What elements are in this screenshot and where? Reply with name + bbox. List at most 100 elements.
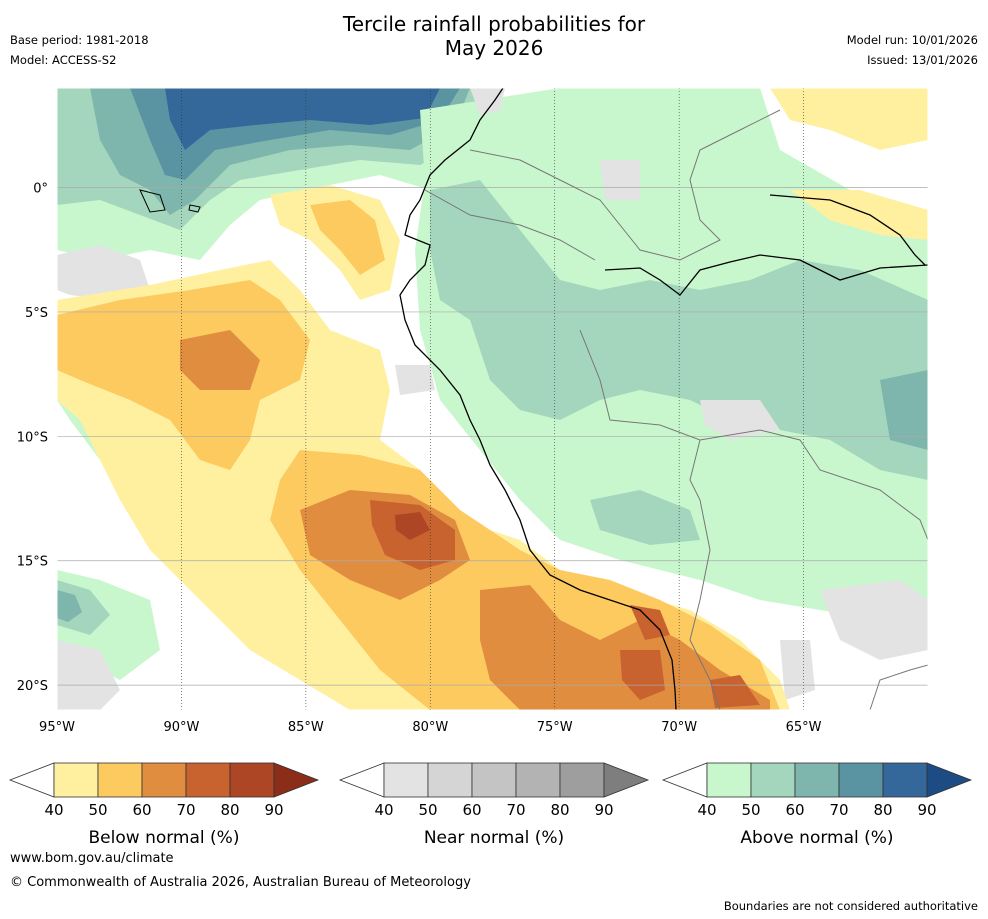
near-normal-region <box>820 580 928 660</box>
colorbar-tick: 40 <box>44 801 63 819</box>
above-normal-region <box>590 490 700 545</box>
colorbar-tick: 80 <box>220 801 239 819</box>
colorbars: 40 50 60 70 80 90 Below normal (%) 40 50 60 70 80 90… <box>8 762 973 848</box>
map-lines <box>139 88 928 710</box>
latitude-label: 20°S <box>17 679 48 694</box>
below-normal-region <box>790 190 928 240</box>
galapagos-island <box>139 189 166 213</box>
latitude-labels: 0° 5°S 10°S 15°S 20°S <box>17 182 48 695</box>
colorbar-tick: 50 <box>88 801 107 819</box>
near-normal-region <box>470 88 505 115</box>
colorbar-title: Near normal (%) <box>424 828 564 848</box>
colorbar-segment <box>559 762 605 798</box>
galapagos-island <box>188 204 201 213</box>
colorbar-tick: 40 <box>374 801 393 819</box>
longitude-label: 85°W <box>288 720 324 735</box>
model-name: Model: ACCESS-S2 <box>10 53 117 67</box>
colorbar-2: 40 50 60 70 80 90 Near normal (%) <box>338 762 650 848</box>
latitude-label: 10°S <box>17 430 48 445</box>
colorbar-extend-high <box>603 762 650 798</box>
below-normal-region <box>710 675 760 708</box>
longitude-label: 65°W <box>786 720 822 735</box>
colorbar-tick: 70 <box>176 801 195 819</box>
colorbar-segment <box>750 762 796 798</box>
colorbar-segment <box>97 762 143 798</box>
colorbar-extend-high <box>926 762 973 798</box>
website-text: www.bom.gov.au/climate <box>10 851 174 866</box>
below-normal-region <box>770 88 928 150</box>
colorbar-segment <box>706 762 752 798</box>
colorbar-tick: 60 <box>132 801 151 819</box>
river-north <box>769 194 926 266</box>
issued-date: Issued: 13/01/2026 <box>867 53 978 67</box>
above-normal-region <box>57 590 82 622</box>
coastline <box>399 88 677 710</box>
below-normal-region <box>180 330 260 390</box>
colorbar-extend-low <box>338 762 385 798</box>
title-line-1: Tercile rainfall probabilities for <box>342 12 646 36</box>
colorbar-segment <box>427 762 473 798</box>
colorbar-extend-low <box>8 762 55 798</box>
model-run: Model run: 10/01/2026 <box>846 33 978 47</box>
below-normal-region <box>395 512 430 540</box>
country-border <box>424 189 596 261</box>
base-period: Base period: 1981-2018 <box>10 33 149 47</box>
above-normal-region <box>165 88 440 150</box>
meta-left: Base period: 1981-2018 Model: ACCESS-S2 <box>10 30 149 70</box>
colorbar-1: 40 50 60 70 80 90 Below normal (%) <box>8 762 320 848</box>
colorbar-segment <box>141 762 187 798</box>
country-border <box>579 329 928 541</box>
near-normal-region <box>395 365 435 395</box>
colorbar-segment <box>794 762 840 798</box>
below-normal-region <box>620 650 665 700</box>
country-border <box>689 439 721 710</box>
colorbar-segment <box>185 762 231 798</box>
disclaimer-text: Boundaries are not considered authoritat… <box>723 899 978 913</box>
probability-field <box>57 88 928 710</box>
colorbar-tick: 70 <box>506 801 525 819</box>
colorbar-segment <box>838 762 884 798</box>
colorbar-segment <box>471 762 517 798</box>
longitude-label: 95°W <box>39 720 75 735</box>
colorbar-tick: 60 <box>785 801 804 819</box>
near-normal-region <box>600 160 640 200</box>
near-normal-region <box>57 640 120 710</box>
page-title: Tercile rainfall probabilities for May 2… <box>0 12 988 60</box>
longitude-label: 80°W <box>412 720 448 735</box>
colorbar-extend-high <box>273 762 320 798</box>
meta-right: Model run: 10/01/2026 Issued: 13/01/2026 <box>847 30 978 70</box>
map-grid <box>56 88 928 710</box>
below-normal-region <box>57 280 310 470</box>
below-normal-region <box>480 585 770 710</box>
map-frame <box>56 87 929 711</box>
latitude-label: 0° <box>33 182 48 197</box>
above-normal-region <box>880 370 928 450</box>
near-normal-region <box>57 245 150 300</box>
colorbar-tick: 80 <box>873 801 892 819</box>
colorbar-3: 40 50 60 70 80 90 Above normal (%) <box>661 762 973 848</box>
below-normal-region <box>310 200 385 275</box>
colorbar-tick: 90 <box>917 801 936 819</box>
latitude-label: 5°S <box>25 306 48 321</box>
above-normal-region <box>430 180 928 480</box>
longitude-label: 75°W <box>537 720 573 735</box>
colorbar-segment <box>515 762 561 798</box>
colorbar-title: Below normal (%) <box>89 828 240 848</box>
colorbar-segment <box>229 762 275 798</box>
longitude-label: 90°W <box>163 720 199 735</box>
longitude-label: 70°W <box>661 720 697 735</box>
colorbar-tick: 90 <box>594 801 613 819</box>
colorbar-segment <box>383 762 429 798</box>
colorbar-tick: 60 <box>462 801 481 819</box>
colorbar-tick: 40 <box>697 801 716 819</box>
colorbar-tick: 90 <box>264 801 283 819</box>
title-line-2: May 2026 <box>444 36 544 60</box>
country-border <box>869 664 928 710</box>
colorbar-extend-low <box>661 762 708 798</box>
copyright-text: © Commonwealth of Australia 2026, Austra… <box>10 875 471 890</box>
colorbar-tick: 70 <box>829 801 848 819</box>
colorbar-segment <box>882 762 928 798</box>
latitude-label: 15°S <box>17 555 48 570</box>
colorbar-segment <box>53 762 99 798</box>
